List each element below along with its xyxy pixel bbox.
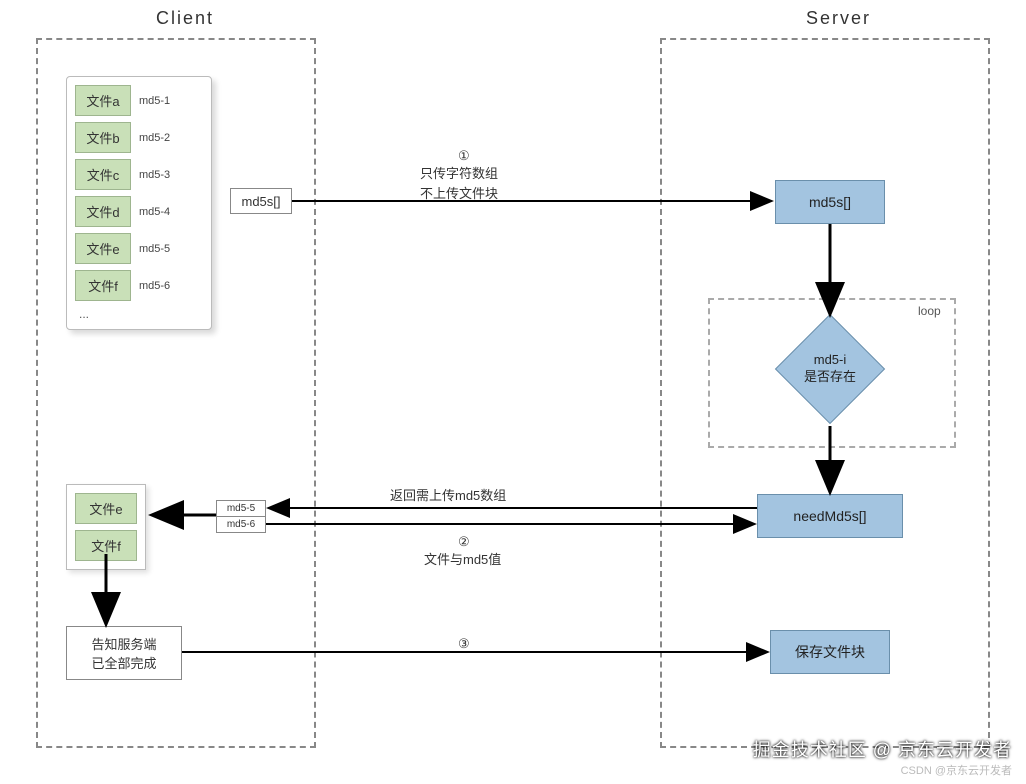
file-row: 文件b md5-2 — [75, 122, 203, 153]
md5-label: md5-5 — [139, 243, 170, 255]
arrow3-label: 文件与md5值 — [424, 550, 501, 570]
md5s-client-node: md5s[] — [230, 188, 292, 214]
file-chip: 文件b — [75, 122, 131, 153]
done-line1: 告知服务端 — [91, 634, 156, 653]
watermark-main: 掘金技术社区 @ 京东云开发者 — [753, 736, 1012, 762]
step-1-icon: ① — [458, 148, 470, 164]
file-row: 文件d md5-4 — [75, 196, 203, 227]
file-chip: 文件e — [75, 493, 137, 524]
file-chip: 文件f — [75, 530, 137, 561]
file-chip: 文件f — [75, 270, 131, 301]
step-2-icon: ② — [458, 534, 470, 550]
md5-label: md5-6 — [139, 280, 170, 292]
file-row: 文件c md5-3 — [75, 159, 203, 190]
md5-pair-2: md5-6 — [217, 517, 265, 532]
watermark-sub: CSDN @京东云开发者 — [901, 762, 1012, 778]
md5-label: md5-4 — [139, 206, 170, 218]
arrow1-label: 只传字符数组 不上传文件块 — [420, 164, 498, 203]
md5-pair-1: md5-5 — [217, 501, 265, 517]
step-3-icon: ③ — [458, 636, 470, 652]
file-chip: 文件e — [75, 233, 131, 264]
done-notice-node: 告知服务端 已全部完成 — [66, 626, 182, 680]
file-row: 文件e md5-5 — [75, 233, 203, 264]
needmd5s-node: needMd5s[] — [757, 494, 903, 538]
md5-label: md5-3 — [139, 169, 170, 181]
file-list-panel: 文件a md5-1 文件b md5-2 文件c md5-3 文件d md5-4 … — [66, 76, 212, 330]
decision-diamond: md5-i 是否存在 — [775, 314, 885, 424]
save-chunks-node: 保存文件块 — [770, 630, 890, 674]
need-files-panel: 文件e 文件f — [66, 484, 146, 570]
client-title: Client — [150, 6, 220, 31]
md5-pair-box: md5-5 md5-6 — [216, 500, 266, 533]
diamond-line2: 是否存在 — [804, 369, 856, 384]
file-chip: 文件a — [75, 85, 131, 116]
server-title: Server — [800, 6, 877, 31]
file-chip: 文件c — [75, 159, 131, 190]
file-list-ellipsis: ... — [75, 307, 203, 321]
md5-label: md5-1 — [139, 95, 170, 107]
file-row: 文件f md5-6 — [75, 270, 203, 301]
md5-label: md5-2 — [139, 132, 170, 144]
done-line2: 已全部完成 — [91, 653, 156, 672]
file-row: 文件a md5-1 — [75, 85, 203, 116]
file-chip: 文件d — [75, 196, 131, 227]
md5s-server-node: md5s[] — [775, 180, 885, 224]
arrow2-label: 返回需上传md5数组 — [390, 486, 506, 506]
loop-label: loop — [918, 304, 941, 318]
diamond-line1: md5-i — [814, 352, 847, 367]
